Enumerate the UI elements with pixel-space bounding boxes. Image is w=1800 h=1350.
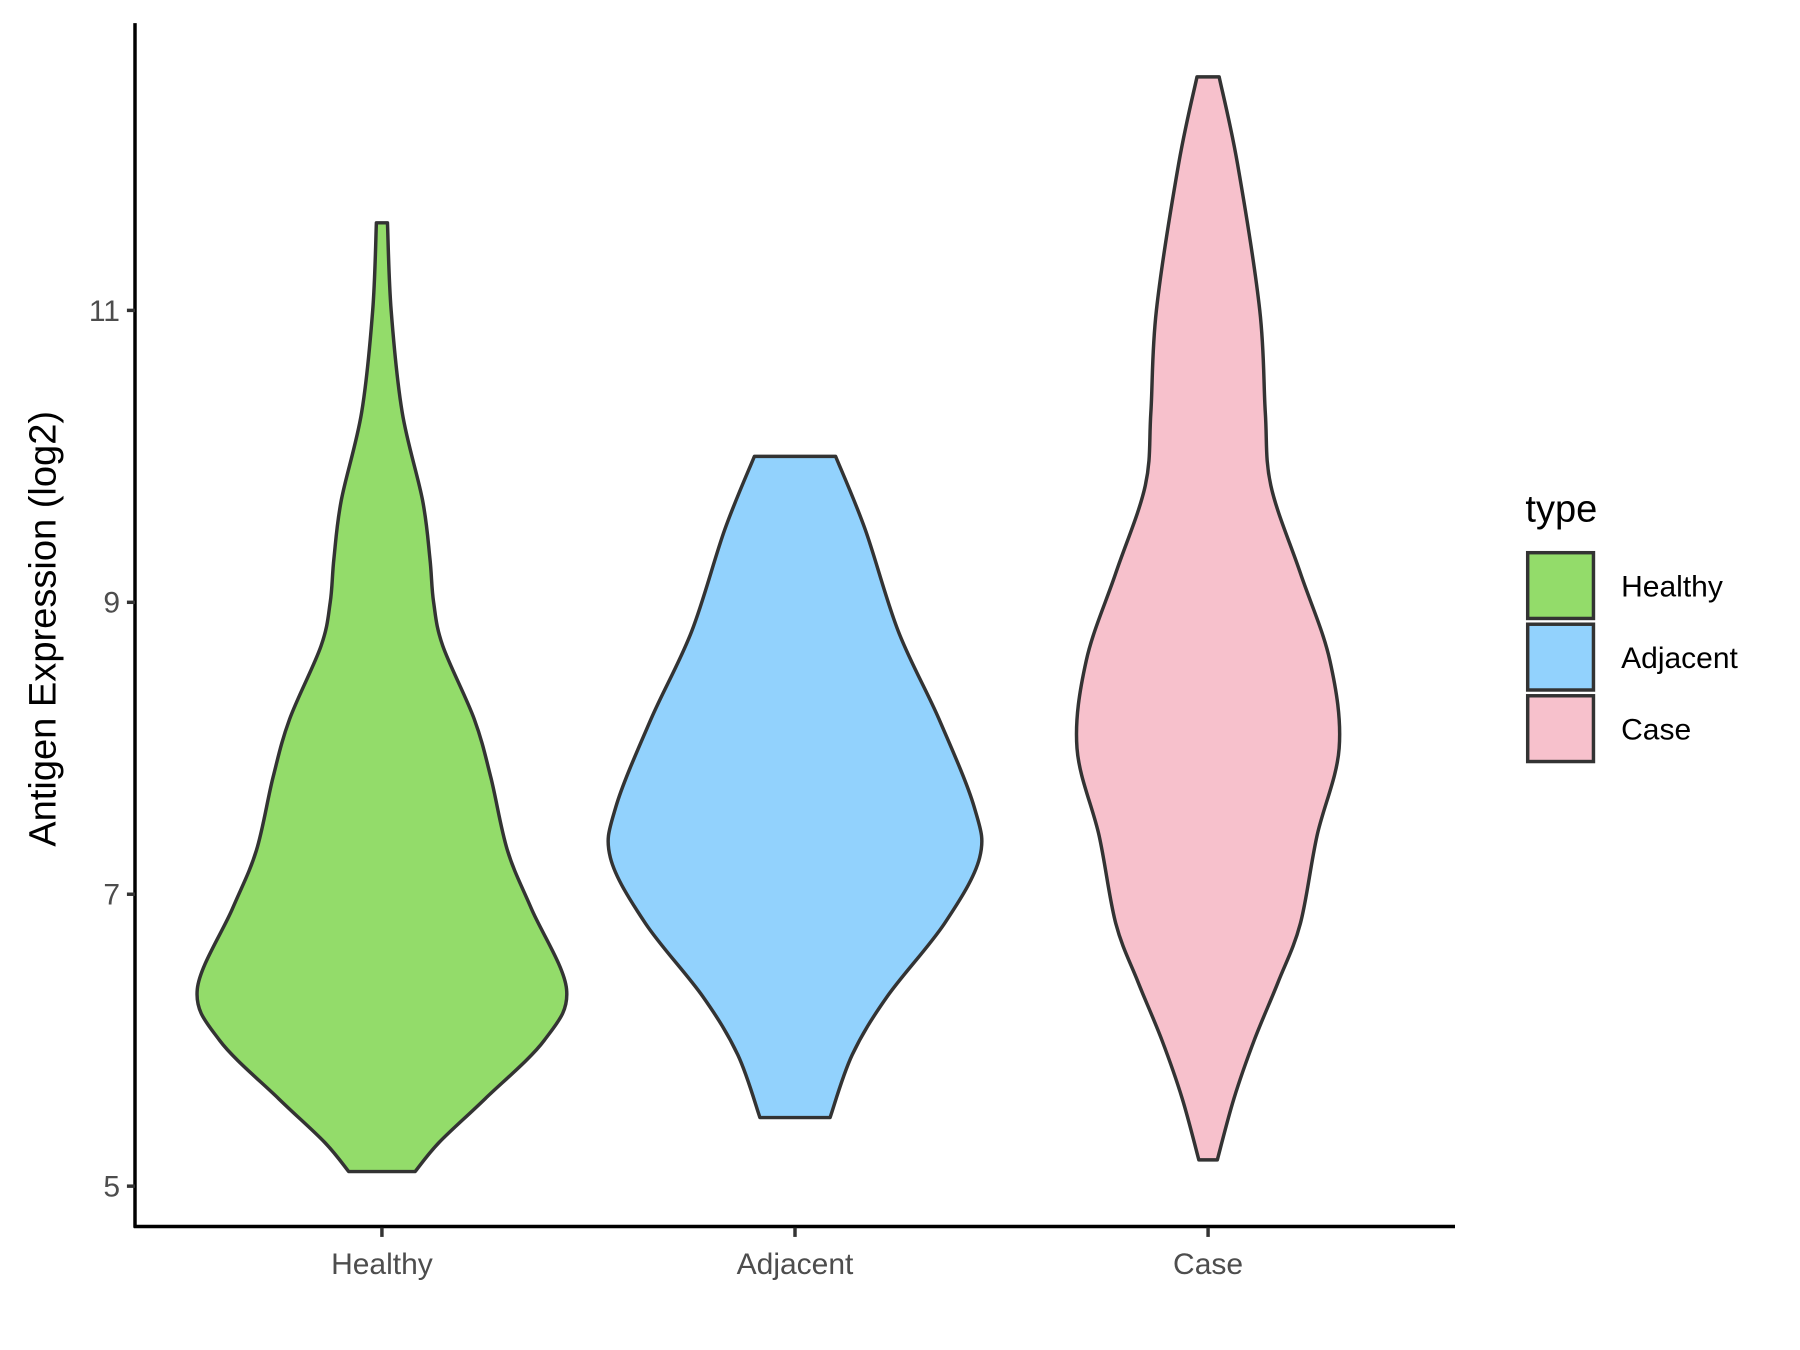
x-tick-label: Case (1173, 1248, 1243, 1281)
violins (195, 75, 1342, 1174)
y-tick-label: 5 (103, 1171, 120, 1204)
violin-case (1074, 75, 1342, 1162)
legend-label: Case (1621, 714, 1691, 747)
legend-key-healthy (1525, 550, 1596, 621)
legend-label: Healthy (1621, 571, 1723, 604)
x-ticks: Healthy Adjacent Case (331, 1227, 1243, 1281)
y-axis-label: Antigen Expression (log2) (22, 411, 64, 847)
y-tick-label: 9 (103, 587, 120, 620)
y-tick-label: 11 (89, 295, 120, 328)
legend: type Healthy Adjacent Case (1525, 489, 1739, 764)
legend-key-adjacent (1525, 622, 1596, 692)
violin-adjacent (606, 454, 984, 1120)
y-tick-label: 7 (103, 879, 120, 912)
x-tick-label: Adjacent (737, 1248, 854, 1281)
legend-title: type (1525, 489, 1597, 531)
y-ticks: 5 7 9 11 (89, 295, 135, 1204)
violin-healthy (195, 221, 569, 1174)
legend-key-case (1525, 694, 1596, 764)
x-tick-label: Healthy (331, 1248, 433, 1281)
legend-label: Adjacent (1621, 642, 1738, 675)
